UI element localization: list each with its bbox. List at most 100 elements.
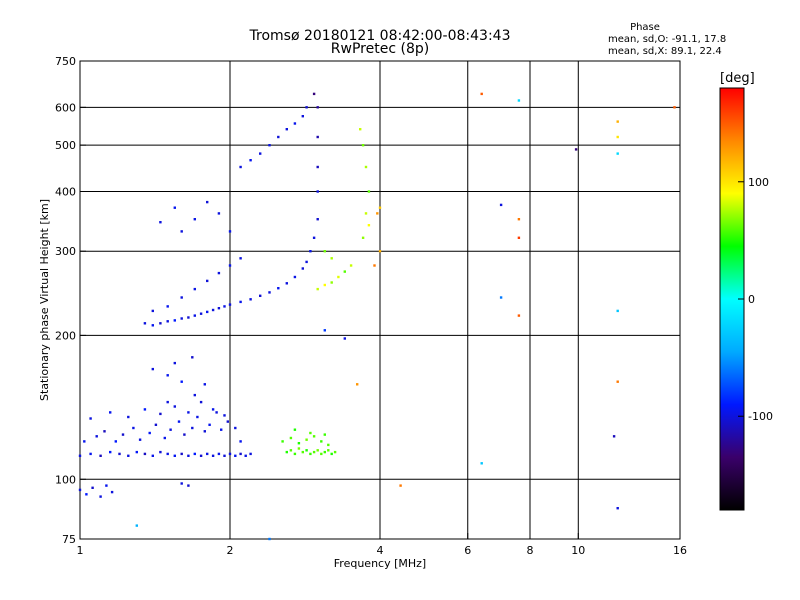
data-point — [517, 236, 521, 239]
data-point — [180, 380, 183, 383]
data-point — [217, 452, 221, 456]
data-point — [103, 430, 106, 433]
data-point — [223, 305, 226, 308]
data-point — [305, 449, 308, 452]
data-point — [356, 383, 359, 386]
data-point — [480, 462, 483, 465]
data-point — [301, 450, 304, 454]
data-point — [173, 206, 176, 209]
data-point — [180, 317, 183, 320]
data-point — [173, 405, 176, 408]
data-point — [367, 224, 371, 227]
data-point — [239, 440, 242, 443]
data-point — [277, 287, 280, 290]
data-point — [293, 275, 297, 279]
data-point — [211, 308, 215, 312]
y-tick-label: 500 — [55, 139, 76, 152]
data-point — [323, 250, 326, 253]
data-point — [148, 431, 151, 435]
data-point — [517, 99, 521, 102]
data-point — [289, 449, 293, 452]
data-point — [330, 281, 333, 284]
data-point — [316, 190, 319, 193]
data-point — [343, 337, 346, 340]
data-point — [234, 454, 237, 457]
data-point — [373, 264, 376, 267]
data-point — [376, 212, 379, 215]
data-point — [301, 267, 304, 270]
data-point — [83, 440, 86, 443]
data-point — [199, 400, 203, 404]
data-point — [239, 300, 242, 304]
data-point — [323, 329, 326, 332]
data-point — [163, 436, 166, 440]
data-point — [228, 230, 232, 233]
data-point — [673, 106, 676, 109]
data-point — [173, 454, 176, 457]
data-point — [320, 452, 323, 456]
data-point — [166, 400, 169, 404]
data-point — [616, 120, 619, 123]
data-point — [105, 484, 108, 487]
grid-lines — [80, 61, 680, 539]
data-point — [177, 420, 181, 423]
x-axis-label: Frequency [MHz] — [334, 557, 426, 570]
data-point — [159, 221, 162, 224]
data-point — [180, 296, 183, 299]
data-point — [143, 322, 147, 325]
data-point — [268, 144, 271, 147]
data-point — [159, 322, 162, 325]
data-point — [239, 165, 242, 169]
data-point — [239, 452, 242, 456]
data-point — [244, 454, 247, 457]
data-point — [323, 450, 326, 454]
data-point — [217, 212, 221, 215]
data-point — [312, 236, 316, 239]
data-point — [333, 450, 337, 454]
data-point — [517, 218, 521, 221]
data-point — [199, 454, 203, 457]
data-point — [135, 524, 138, 527]
data-point — [316, 218, 319, 221]
data-point — [166, 320, 169, 323]
data-point — [217, 271, 221, 275]
data-point — [193, 287, 196, 291]
data-point — [249, 298, 252, 301]
data-point — [616, 152, 619, 155]
data-point — [378, 250, 382, 253]
data-point — [118, 452, 121, 456]
y-axis-label: Stationary phase Virtual Height [km] — [38, 199, 51, 401]
data-point — [312, 435, 316, 438]
data-point — [173, 361, 176, 365]
data-point — [187, 316, 190, 319]
data-point — [499, 296, 503, 299]
data-point — [359, 128, 362, 131]
y-tick-label: 600 — [55, 101, 76, 114]
data-point — [616, 507, 619, 510]
data-point — [193, 393, 196, 397]
data-point — [268, 537, 271, 541]
data-point — [114, 440, 117, 443]
data-point — [320, 440, 323, 443]
data-point — [110, 490, 114, 494]
data-point — [316, 287, 319, 291]
data-point — [343, 270, 346, 273]
data-point — [616, 135, 619, 139]
data-point — [173, 319, 176, 322]
data-point — [305, 106, 308, 109]
data-point — [191, 356, 194, 359]
y-tick-label: 750 — [55, 55, 76, 68]
data-point — [574, 148, 578, 151]
x-tick-label: 2 — [227, 544, 234, 557]
colorbar-tick-label: 0 — [748, 293, 755, 306]
data-point — [309, 431, 312, 435]
data-point — [159, 412, 162, 416]
data-point — [249, 159, 252, 162]
data-point — [206, 200, 209, 204]
data-point — [78, 454, 82, 457]
data-point — [316, 449, 319, 452]
data-point — [89, 452, 92, 456]
data-point — [196, 415, 199, 419]
data-point — [293, 452, 297, 456]
data-point — [285, 128, 288, 131]
